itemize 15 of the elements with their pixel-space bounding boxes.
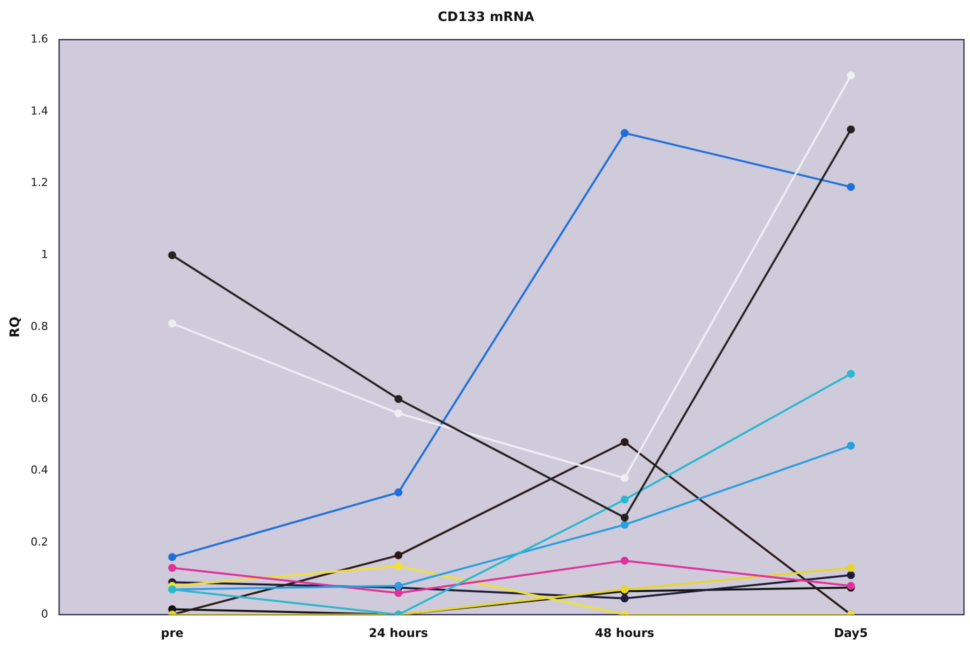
x-tick-label: pre bbox=[160, 626, 184, 640]
y-tick-label: 1 bbox=[41, 248, 48, 262]
y-tick-label: 0 bbox=[41, 607, 48, 620]
y-tick-label: 1.2 bbox=[30, 176, 48, 190]
y-tick-label: 1.6 bbox=[30, 32, 48, 46]
y-tick-label: 0.4 bbox=[30, 464, 48, 477]
y-tick-label: 1.4 bbox=[30, 104, 48, 118]
x-tick-label: Day5 bbox=[834, 626, 868, 640]
y-tick-label: 0.6 bbox=[30, 392, 48, 405]
x-tick-label: 24 hours bbox=[368, 626, 428, 640]
y-axis-title: RQ bbox=[8, 316, 24, 338]
y-tick-label: 0.2 bbox=[30, 536, 48, 549]
chart-title: CD133 mRNA bbox=[438, 10, 534, 26]
x-tick-label: 48 hours bbox=[595, 626, 654, 640]
y-tick-label: 0.8 bbox=[30, 320, 48, 333]
